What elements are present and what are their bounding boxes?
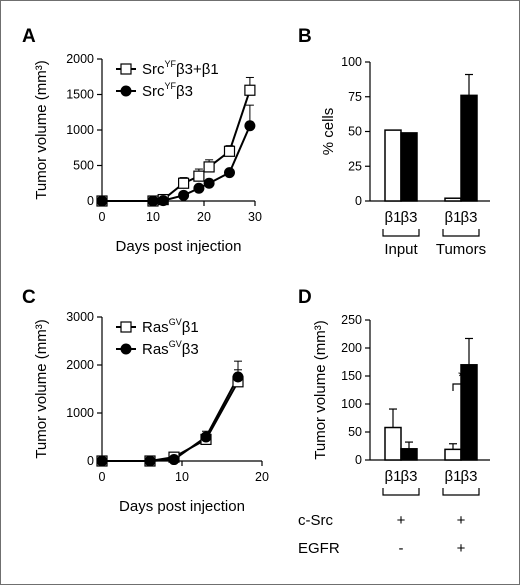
panel-b-bar-3-2 (460, 94, 478, 202)
panel-label-c: C (22, 287, 36, 308)
panel-c-y-tick-label: 0 (87, 454, 94, 468)
panel-a-series2-point (147, 195, 159, 207)
panel-d-condition-value: + (397, 512, 406, 529)
panel-b-bar-1-2 (444, 197, 462, 202)
panel-c-series2-point (144, 455, 156, 467)
panel-d-condition-label: EGFR (298, 540, 340, 557)
panel-d-y-tick-label: 150 (341, 369, 362, 383)
panel-a-series2-point (96, 195, 108, 207)
panel-d-category-label: β3 (401, 468, 418, 485)
panel-a-series2-point (157, 195, 169, 207)
panel-b-bar-1-1 (384, 129, 402, 202)
panel-a-x-tick-label: 20 (197, 210, 211, 224)
panel-b-category-label: β3 (461, 209, 478, 226)
panel-a-series2-point (178, 189, 190, 201)
panel-d-condition-value: + (457, 540, 466, 557)
panel-a-series1-point (244, 84, 256, 96)
panel-a-series1-point (178, 177, 190, 189)
panel-a-y-tick-label: 1500 (66, 88, 94, 102)
panel-a-legend-label-1: SrcYFβ3+β1 (142, 59, 219, 78)
panel-d-category-label: β1 (385, 468, 402, 485)
panel-a-x-tick-label: 0 (99, 210, 106, 224)
panel-c-y-axis-label: Tumor volume (mm³) (33, 319, 50, 458)
panel-c-x-tick-label: 10 (175, 470, 189, 484)
panel-c-legend-label-1: RasGVβ1 (142, 317, 199, 336)
panel-c-y-tick-label: 3000 (66, 310, 94, 324)
panel-d-group-bracket (442, 488, 480, 496)
panel-b-y-tick-label: 25 (348, 159, 362, 173)
panel-c-series2-point (168, 454, 180, 466)
panel-a-x-tick-label: 10 (146, 210, 160, 224)
panel-a-legend-label-2: SrcYFβ3 (142, 81, 193, 100)
panel-a-legend-marker (120, 63, 132, 75)
panel-c-series2-point (200, 431, 212, 443)
panel-label-a: A (22, 26, 36, 47)
panel-b-y-axis-label: % cells (320, 108, 337, 156)
panel-c-series2-point (232, 371, 244, 383)
panel-d-bar-3-1 (400, 448, 418, 461)
panel-a-series2-point (193, 182, 205, 194)
panel-d-condition-value: + (457, 512, 466, 529)
panel-b-group-label: Tumors (436, 241, 486, 258)
panel-c-series2-point (96, 455, 108, 467)
panel-d-significance-marker: * (458, 368, 464, 385)
panel-a-y-axis-label: Tumor volume (mm³) (33, 60, 50, 199)
panel-d-y-tick-label: 0 (355, 453, 362, 467)
panel-c-x-axis-label: Days post injection (119, 498, 245, 515)
panel-d-y-axis-label: Tumor volume (mm³) (312, 320, 329, 459)
panel-a-y-tick-label: 500 (73, 159, 94, 173)
panel-c-legend-marker (120, 343, 132, 355)
panel-a-series2-point (224, 167, 235, 179)
panel-a-y-tick-label: 1000 (66, 123, 94, 137)
panel-a-series2-point (203, 177, 215, 189)
panel-a-x-tick-label: 30 (248, 210, 262, 224)
panel-d-category-label: β3 (461, 468, 478, 485)
panel-a-x-axis-label: Days post injection (116, 238, 242, 255)
panel-a-series2-point (244, 120, 256, 132)
panel-b-category-label: β1 (385, 209, 402, 226)
panel-d-bar-1-1 (384, 426, 402, 461)
panel-d-y-tick-label: 250 (341, 313, 362, 327)
panel-d-y-tick-label: 200 (341, 341, 362, 355)
panel-a-legend-marker (120, 85, 132, 97)
panel-b-category-label: β3 (401, 209, 418, 226)
panel-b-group-bracket (382, 229, 420, 237)
panel-c-x-tick-label: 0 (99, 470, 106, 484)
panel-d-category-label: β1 (445, 468, 462, 485)
panel-d-condition-label: c-Src (298, 512, 333, 529)
panel-a-y-tick-label: 0 (87, 194, 94, 208)
panel-a-series1-point (223, 145, 236, 157)
panel-b-group-bracket (442, 229, 480, 237)
panel-b-bar-3-1 (400, 132, 418, 202)
panel-c-legend-label-2: RasGVβ3 (142, 339, 199, 358)
panel-a-y-tick-label: 2000 (66, 52, 94, 66)
panel-b-category-label: β1 (445, 209, 462, 226)
panel-c-y-tick-label: 1000 (66, 406, 94, 420)
panel-d-significance-bracket (452, 383, 470, 391)
panel-d-y-tick-label: 100 (341, 397, 362, 411)
panel-label-d: D (298, 287, 312, 308)
panel-b-y-tick-label: 75 (348, 90, 362, 104)
panel-b-y-tick-label: 50 (348, 125, 362, 139)
panel-label-b: B (298, 26, 312, 47)
panel-a-series1-point (193, 170, 205, 182)
panel-c-x-tick-label: 20 (255, 470, 269, 484)
panel-d-y-tick-label: 50 (348, 425, 362, 439)
panel-d-condition-value: - (399, 540, 404, 557)
panel-b-y-tick-label: 100 (341, 55, 362, 69)
panel-d-bar-1-2 (444, 448, 462, 461)
panel-b-y-tick-label: 0 (355, 194, 362, 208)
panel-b-group-label: Input (384, 241, 418, 258)
panel-c-y-tick-label: 2000 (66, 358, 94, 372)
panel-d-group-bracket (382, 488, 420, 496)
panel-a-series1-point (203, 161, 215, 173)
panel-c-legend-marker (120, 321, 132, 333)
